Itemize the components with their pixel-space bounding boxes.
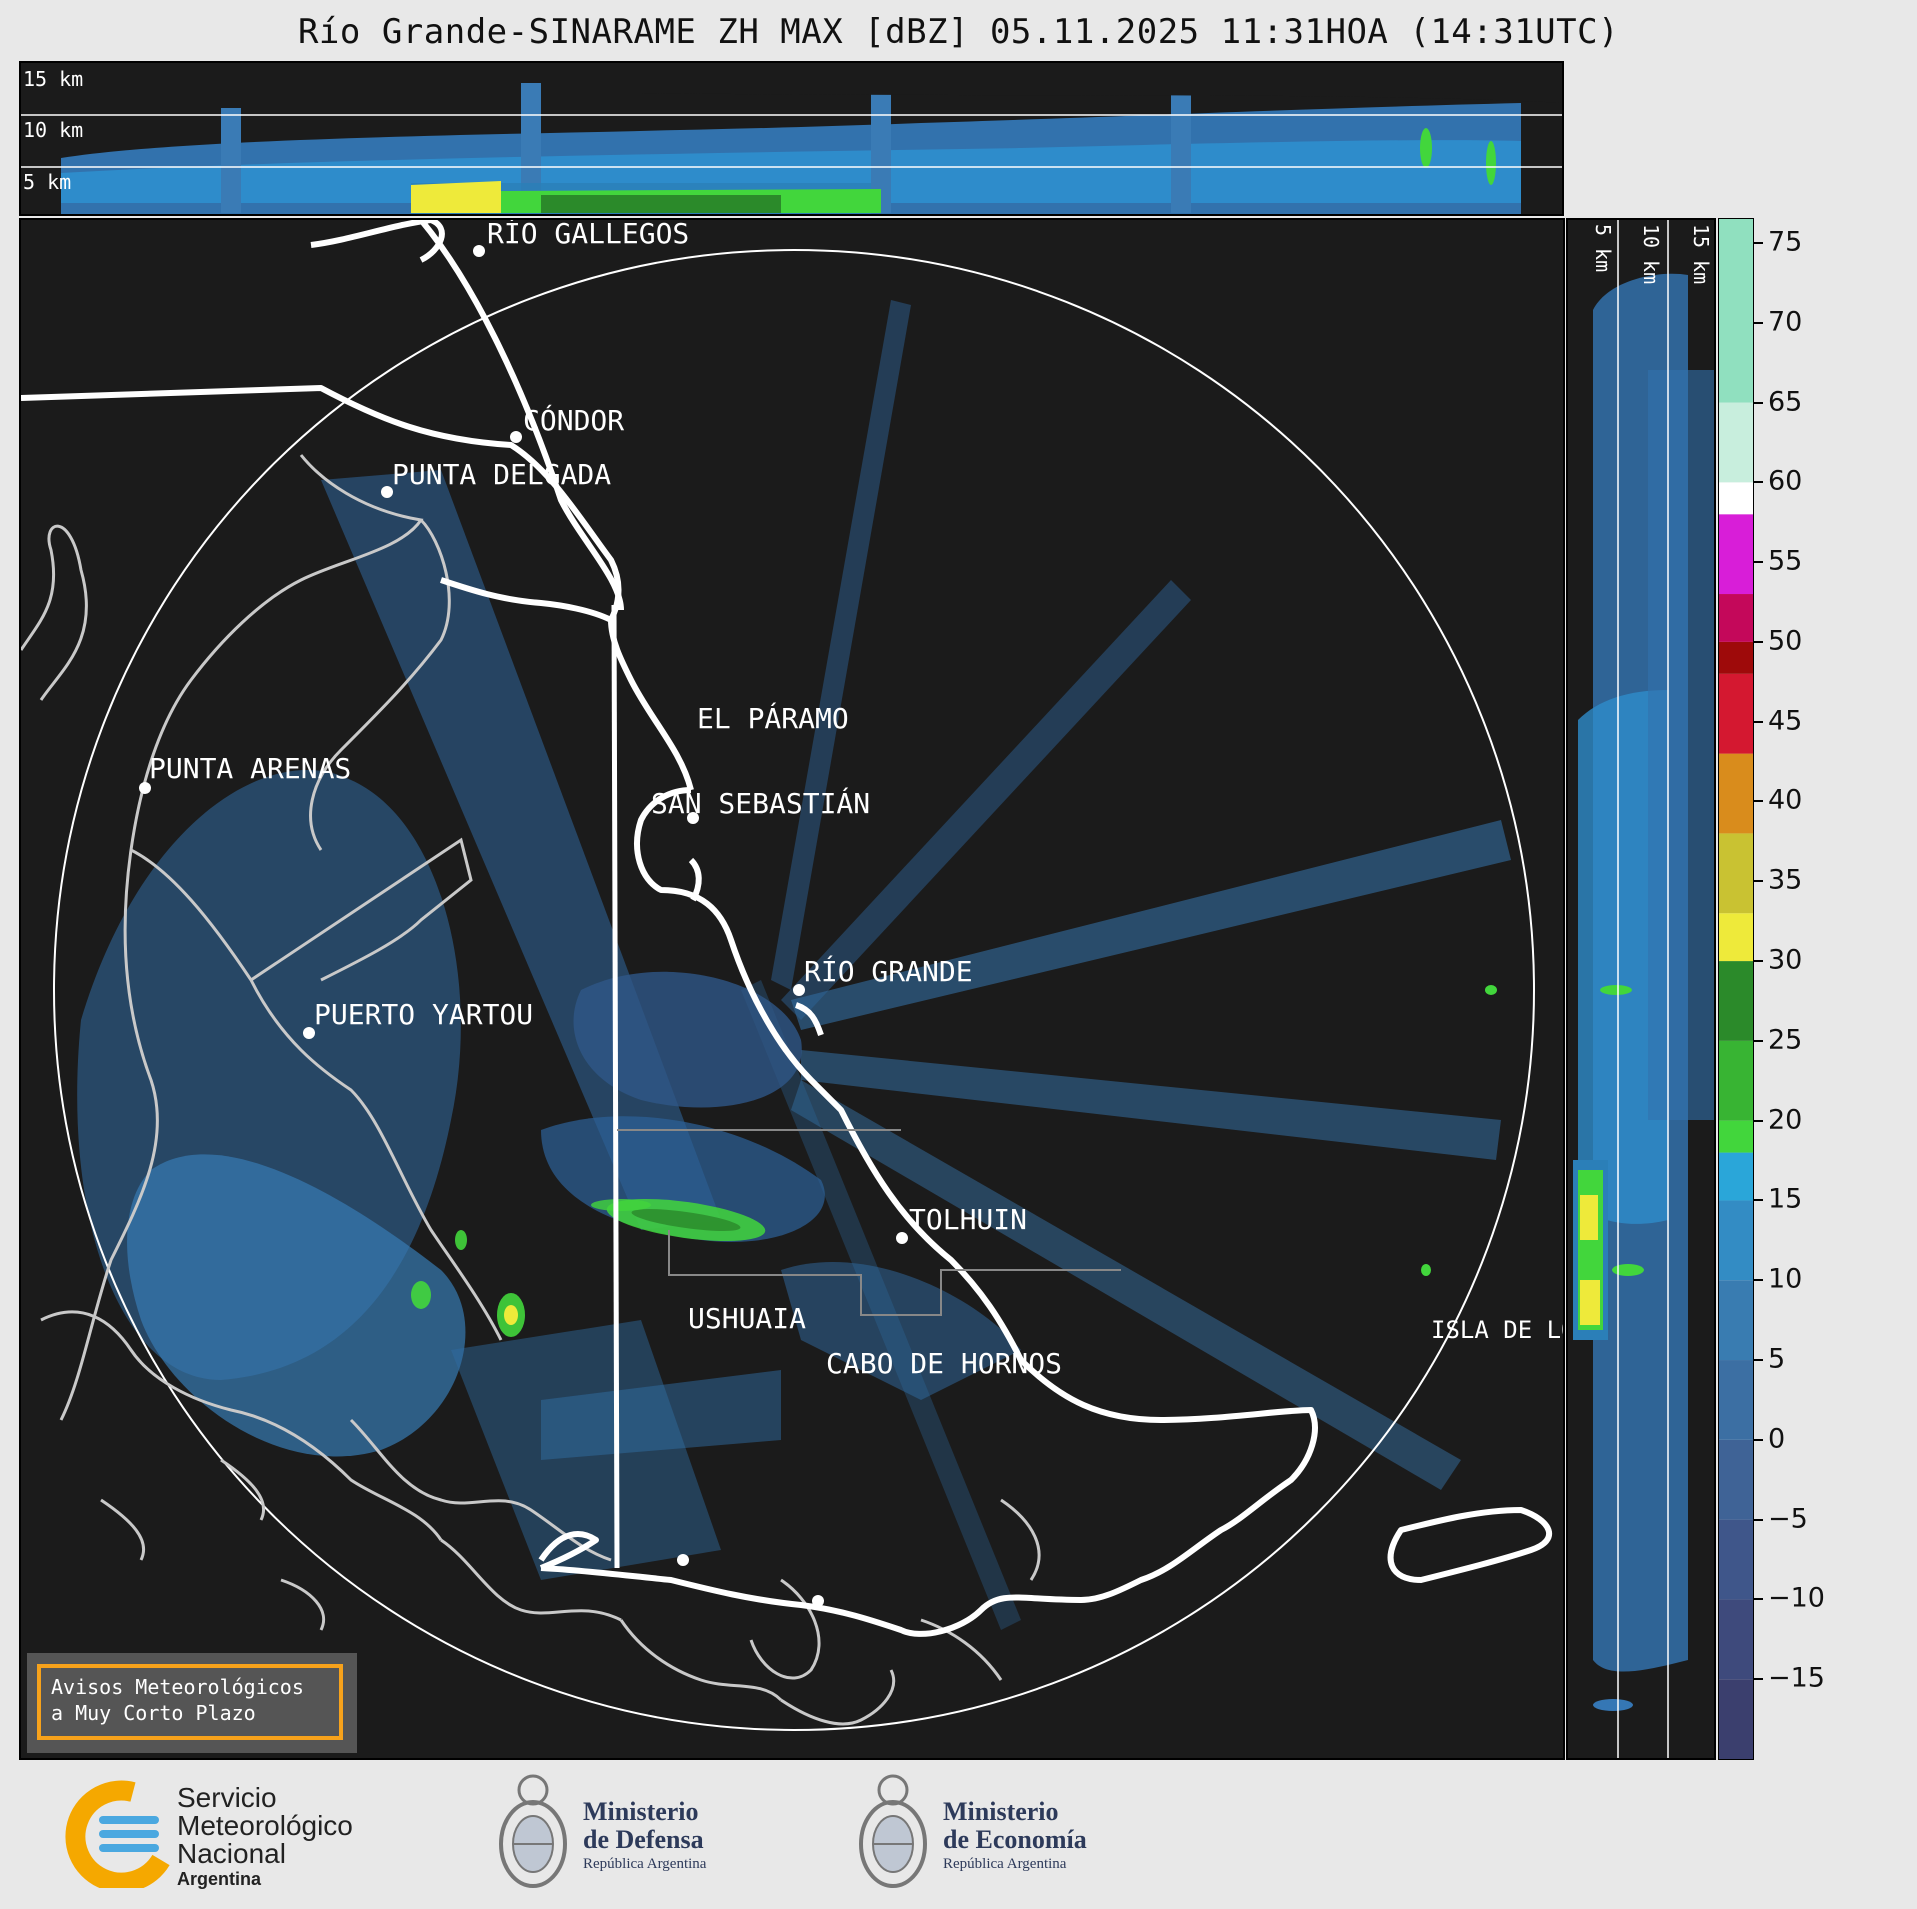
colorbar-segment xyxy=(1719,402,1753,483)
defensa-logo: Ministerio de Defensa República Argentin… xyxy=(493,1768,753,1898)
place-label-cabo-de-hornos: CABO DE HORNOS xyxy=(826,1347,1062,1380)
colorbar-tick-label: 5 xyxy=(1768,1343,1786,1375)
colorbar-tick-label: −15 xyxy=(1768,1662,1825,1694)
colorbar-tick-label: 40 xyxy=(1768,784,1803,816)
alert-inner-frame[interactable]: Avisos Meteorológicos a Muy Corto Plazo xyxy=(37,1664,343,1740)
defensa-line-2: de Defensa xyxy=(583,1825,704,1854)
colorbar-tick-label: 20 xyxy=(1768,1104,1803,1136)
side-label-10km: 10 km xyxy=(1639,224,1663,284)
colorbar-segment xyxy=(1719,1120,1753,1153)
colorbar-segment xyxy=(1719,1519,1753,1600)
colorbar-tick-label: 50 xyxy=(1768,625,1803,657)
place-markers xyxy=(139,245,908,1607)
economia-logo: Ministerio de Economía República Argenti… xyxy=(853,1768,1113,1898)
province-lines xyxy=(617,1129,1121,1316)
place-label-tolhuin: TOLHUIN xyxy=(909,1203,1027,1236)
top-height-profile-panel: 15 km 10 km 5 km xyxy=(19,61,1564,216)
place-label-rio-grande: RÍO GRANDE xyxy=(804,954,973,988)
colorbar-segment xyxy=(1719,641,1753,674)
colorbar-segment xyxy=(1719,1439,1753,1520)
colorbar-tick-label: 70 xyxy=(1768,306,1803,338)
colorbar-tick-label: −5 xyxy=(1768,1503,1808,1535)
defensa-line-3: República Argentina xyxy=(583,1856,707,1872)
place-label-punta-arenas: PUNTA ARENAS xyxy=(149,752,351,785)
side-height-profile-panel: 5 km 10 km 15 km xyxy=(1566,218,1716,1760)
colorbar-tick-label: 65 xyxy=(1768,386,1803,418)
alert-line-1: Avisos Meteorológicos xyxy=(51,1675,304,1699)
colorbar-segment xyxy=(1719,1360,1753,1440)
radar-echoes xyxy=(77,300,1511,1630)
border-line xyxy=(611,604,620,1569)
top-label-10km: 10 km xyxy=(23,118,83,142)
place-label-san-sebastian: SAN SEBASTIÁN xyxy=(651,786,870,820)
colorbar-segment xyxy=(1719,1200,1753,1281)
colorbar-segment xyxy=(1719,1679,1753,1759)
colorbar-segment xyxy=(1719,833,1753,914)
top-label-5km: 5 km xyxy=(23,170,71,194)
side-label-5km: 5 km xyxy=(1591,224,1615,272)
top-label-15km: 15 km xyxy=(23,67,83,91)
alert-box[interactable]: Avisos Meteorológicos a Muy Corto Plazo xyxy=(27,1653,357,1753)
place-label-condor: CÓNDOR xyxy=(523,403,624,437)
smn-logo: Servicio Meteorológico Nacional Argentin… xyxy=(55,1778,395,1890)
place-labels: RÍO GALLEGOS CÓNDOR PUNTA DELGADA EL PÁR… xyxy=(149,220,1565,1380)
economia-logo-text: Ministerio de Economía República Argenti… xyxy=(943,1798,1087,1874)
colorbar-segment xyxy=(1719,1280,1753,1361)
colorbar-tick-label: 35 xyxy=(1768,864,1803,896)
colorbar-segment xyxy=(1719,1040,1753,1121)
radar-map-svg: RÍO GALLEGOS CÓNDOR PUNTA DELGADA EL PÁR… xyxy=(21,220,1565,1758)
range-ring xyxy=(53,249,1535,1731)
colorbar-segment xyxy=(1719,219,1753,403)
radar-map-panel[interactable]: RÍO GALLEGOS CÓNDOR PUNTA DELGADA EL PÁR… xyxy=(19,218,1565,1760)
colorbar-segment xyxy=(1719,913,1753,962)
colorbar-tick-label: 15 xyxy=(1768,1183,1803,1215)
colorbar-tick-label: 55 xyxy=(1768,545,1803,577)
top-profile-svg: 15 km 10 km 5 km xyxy=(21,63,1562,214)
economia-line-1: Ministerio xyxy=(943,1797,1059,1826)
alert-line-2: a Muy Corto Plazo xyxy=(51,1701,256,1725)
economia-line-3: República Argentina xyxy=(943,1856,1067,1872)
colorbar-segment xyxy=(1719,482,1753,515)
colorbar-tick-label: 0 xyxy=(1768,1423,1786,1455)
coastlines xyxy=(21,454,1041,1726)
colorbar-tick-label: 60 xyxy=(1768,465,1803,497)
colorbar-tick-label: 45 xyxy=(1768,705,1803,737)
colorbar-segment xyxy=(1719,961,1753,1041)
defensa-line-1: Ministerio xyxy=(583,1797,699,1826)
colorbar-segment xyxy=(1719,1152,1753,1201)
colorbar-segment xyxy=(1719,673,1753,754)
smn-line-4: Argentina xyxy=(177,1869,262,1889)
smn-line-2: Meteorológico xyxy=(177,1810,353,1841)
defensa-logo-text: Ministerio de Defensa República Argentin… xyxy=(583,1798,706,1874)
side-profile-svg: 5 km 10 km 15 km xyxy=(1568,220,1714,1758)
colorbar-segment xyxy=(1719,594,1753,642)
colorbar-tick-label: 10 xyxy=(1768,1263,1803,1295)
dbz-colorbar xyxy=(1718,218,1754,1760)
economia-line-2: de Economía xyxy=(943,1825,1087,1854)
colorbar-segment xyxy=(1719,1599,1753,1680)
smn-line-3: Nacional xyxy=(177,1838,286,1869)
place-label-rio-gallegos: RÍO GALLEGOS xyxy=(487,220,689,250)
colorbar-segment xyxy=(1719,514,1753,595)
colorbar-tick-label: −10 xyxy=(1768,1582,1825,1614)
map-title: Río Grande-SINARAME ZH MAX [dBZ] 05.11.2… xyxy=(297,12,1620,52)
colorbar-tick-label: 30 xyxy=(1768,944,1803,976)
colorbar-tick-label: 75 xyxy=(1768,226,1803,258)
place-label-isla-de-los-estados: ISLA DE LOS ESTADOS xyxy=(1431,1316,1565,1344)
smn-logo-text: Servicio Meteorológico Nacional Argentin… xyxy=(177,1784,353,1890)
side-label-15km: 15 km xyxy=(1689,224,1713,284)
place-label-puerto-yartou: PUERTO YARTOU xyxy=(314,998,533,1031)
smn-line-1: Servicio xyxy=(177,1782,277,1813)
smn-emblem-icon xyxy=(65,1780,170,1888)
colorbar-tick-label: 25 xyxy=(1768,1024,1803,1056)
coat-of-arms-icon xyxy=(859,1774,927,1888)
convective-cells xyxy=(411,985,1497,1337)
coat-of-arms-icon xyxy=(499,1774,567,1888)
colorbar-segment xyxy=(1719,753,1753,834)
place-label-punta-delgada: PUNTA DELGADA xyxy=(392,458,611,491)
colorbar-svg xyxy=(1719,219,1753,1759)
place-label-ushuaia: USHUAIA xyxy=(688,1302,806,1335)
place-label-el-paramo: EL PÁRAMO xyxy=(697,701,849,735)
